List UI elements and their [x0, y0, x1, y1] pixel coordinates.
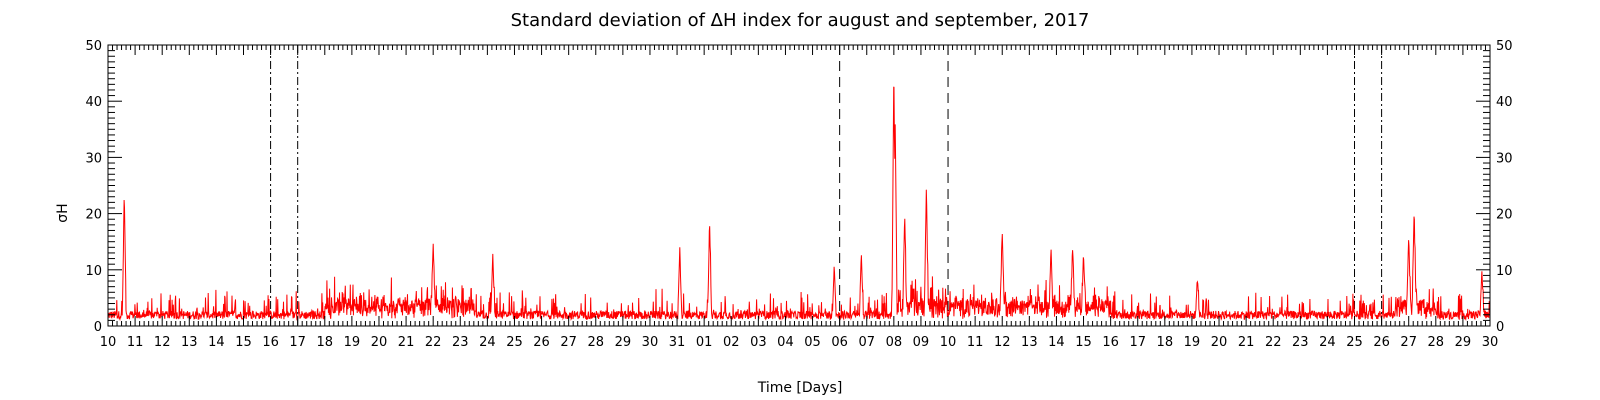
sigma-h-series-line: [107, 86, 1491, 322]
x-tick-label: 21: [1238, 335, 1255, 350]
x-tick-label: 27: [1400, 335, 1417, 350]
x-tick-label: 11: [127, 335, 144, 350]
y-tick-label-left: 20: [85, 208, 102, 223]
x-axis-label: Time [Days]: [757, 380, 843, 396]
x-tick-label: 26: [533, 335, 550, 350]
y-tick-label-left: 0: [94, 320, 102, 335]
x-tick-label: 22: [425, 335, 442, 350]
x-tick-label: 18: [317, 335, 334, 350]
x-tick-label: 19: [344, 335, 361, 350]
x-tick-label: 18: [1157, 335, 1174, 350]
x-tick-label: 08: [886, 335, 903, 350]
x-tick-label: 24: [479, 335, 496, 350]
x-tick-label: 06: [831, 335, 848, 350]
x-tick-label: 23: [452, 335, 469, 350]
x-tick-label: 14: [1048, 335, 1065, 350]
y-tick-label-left: 30: [85, 151, 102, 166]
x-tick-label: 23: [1292, 335, 1309, 350]
x-tick-label: 27: [560, 335, 577, 350]
y-tick-label-left: 50: [85, 39, 102, 54]
x-tick-label: 25: [1346, 335, 1363, 350]
x-tick-label: 31: [669, 335, 686, 350]
x-tick-label: 19: [1184, 335, 1201, 350]
x-tick-label: 17: [289, 335, 306, 350]
x-tick-label: 05: [804, 335, 821, 350]
x-ticks: 10 11 12 13 14 15 16 17 18 19 20 21 22 23 24 25 26 27 28 29…: [100, 45, 1499, 350]
x-tick-label: 22: [1265, 335, 1282, 350]
x-tick-label: 30: [642, 335, 659, 350]
series-layer: [107, 86, 1491, 322]
y-axis-label: σH: [55, 203, 71, 222]
x-tick-label: 09: [913, 335, 930, 350]
x-tick-label: 16: [262, 335, 279, 350]
x-tick-label: 12: [994, 335, 1011, 350]
x-tick-label: 25: [506, 335, 523, 350]
x-tick-label: 16: [1102, 335, 1119, 350]
x-tick-label: 04: [777, 335, 794, 350]
x-tick-label: 15: [235, 335, 252, 350]
x-tick-label: 20: [1211, 335, 1228, 350]
x-tick-label: 02: [723, 335, 740, 350]
x-tick-label: 29: [1455, 335, 1472, 350]
x-tick-label: 26: [1373, 335, 1390, 350]
y-ticks: 0 0 10 10 20 20 30 30 40 40 50 50: [85, 39, 1512, 335]
y-tick-label-right: 30: [1496, 151, 1513, 166]
x-tick-label: 13: [1021, 335, 1038, 350]
y-tick-label-left: 10: [85, 264, 102, 279]
x-tick-label: 10: [940, 335, 957, 350]
x-tick-label: 14: [208, 335, 225, 350]
x-tick-label: 03: [750, 335, 767, 350]
y-tick-label-right: 50: [1496, 39, 1513, 54]
x-tick-label: 21: [398, 335, 415, 350]
x-tick-label: 29: [615, 335, 632, 350]
reference-lines: [270, 45, 1383, 326]
chart-title: Standard deviation of ΔH index for augus…: [511, 10, 1090, 31]
x-tick-label: 12: [154, 335, 171, 350]
x-tick-label: 01: [696, 335, 713, 350]
y-tick-label-left: 40: [85, 95, 102, 110]
x-tick-label: 15: [1075, 335, 1092, 350]
x-tick-label: 17: [1129, 335, 1146, 350]
y-tick-label-right: 0: [1496, 320, 1504, 335]
y-tick-label-right: 10: [1496, 264, 1513, 279]
x-tick-label: 10: [100, 335, 117, 350]
x-tick-label: 28: [1428, 335, 1445, 350]
x-tick-label: 24: [1319, 335, 1336, 350]
plot-frame: [107, 44, 1491, 327]
x-tick-label: 11: [967, 335, 984, 350]
x-tick-label: 20: [371, 335, 388, 350]
y-tick-label-right: 20: [1496, 208, 1513, 223]
x-tick-label: 07: [858, 335, 875, 350]
axes: [107, 44, 1491, 327]
x-tick-label: 13: [181, 335, 198, 350]
x-tick-label: 28: [587, 335, 604, 350]
x-tick-label: 30: [1482, 335, 1499, 350]
y-tick-label-right: 40: [1496, 95, 1513, 110]
